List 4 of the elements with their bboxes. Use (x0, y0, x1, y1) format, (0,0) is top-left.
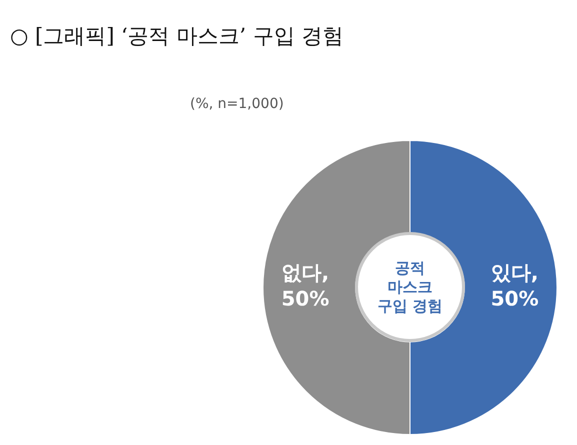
chart-subtitle: (%, n=1,000) (190, 96, 284, 112)
slice-label: 없다, 50% (281, 260, 330, 311)
chart-title: ○ [그래픽] ‘공적 마스크’ 구입 경험 (10, 23, 344, 50)
slice-label: 있다, 50% (490, 260, 539, 311)
